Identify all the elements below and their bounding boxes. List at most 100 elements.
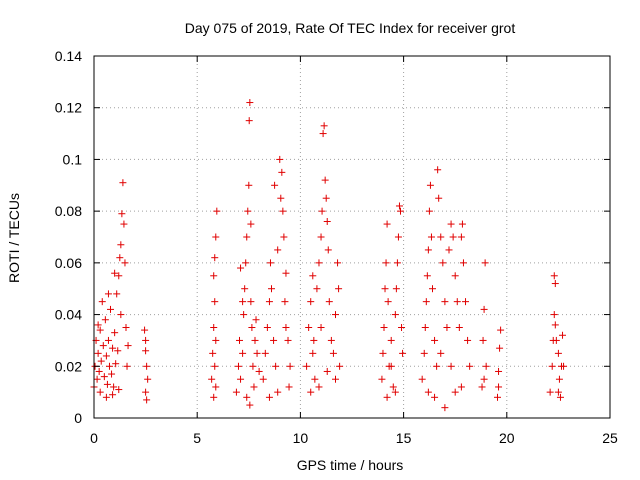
data-point: [313, 285, 321, 293]
data-point: [393, 259, 401, 267]
data-point: [551, 321, 559, 329]
data-point: [494, 393, 502, 401]
data-point: [548, 362, 556, 370]
data-point: [434, 166, 442, 174]
y-tick-label: 0.06: [55, 255, 82, 271]
data-point: [383, 393, 391, 401]
data-point: [105, 362, 113, 370]
data-point: [239, 298, 247, 306]
data-point: [325, 298, 333, 306]
data-point: [560, 362, 568, 370]
data-point: [420, 349, 428, 357]
data-point: [250, 383, 258, 391]
data-point: [96, 388, 104, 396]
data-point: [212, 383, 220, 391]
data-point: [395, 202, 403, 210]
data-point: [451, 272, 459, 280]
data-point: [113, 290, 121, 298]
data-point: [327, 336, 335, 344]
data-point: [209, 349, 217, 357]
data-point: [96, 326, 104, 334]
data-point: [142, 336, 150, 344]
data-point: [496, 344, 504, 352]
data-point: [114, 347, 122, 355]
x-tick-label: 20: [499, 430, 515, 446]
data-point: [329, 349, 337, 357]
data-point: [387, 336, 395, 344]
data-point: [211, 254, 219, 262]
data-point: [398, 324, 406, 331]
data-point: [143, 362, 151, 370]
data-point: [433, 362, 441, 370]
data-point: [115, 386, 123, 394]
data-point: [252, 316, 260, 324]
data-point: [210, 393, 218, 401]
data-point: [334, 259, 342, 267]
data-point: [379, 349, 387, 357]
data-point: [274, 388, 282, 396]
data-point: [212, 233, 220, 241]
data-point: [248, 324, 256, 331]
data-point: [556, 393, 564, 401]
data-point: [331, 375, 339, 383]
data-point: [437, 349, 445, 357]
data-point: [425, 207, 433, 215]
data-point: [246, 401, 254, 409]
data-point: [554, 388, 562, 396]
data-point: [324, 246, 332, 254]
data-point: [315, 259, 323, 267]
data-point: [237, 264, 245, 272]
data-point: [428, 285, 436, 293]
data-point: [422, 298, 430, 306]
data-point: [247, 220, 255, 228]
data-point: [331, 311, 339, 319]
x-tick-label: 10: [293, 430, 309, 446]
data-point: [387, 362, 395, 370]
data-point: [101, 316, 109, 324]
data-point: [495, 383, 503, 391]
data-point: [307, 298, 315, 306]
data-point: [421, 324, 429, 331]
data-point: [242, 259, 250, 267]
data-point: [144, 375, 152, 383]
data-point: [394, 233, 402, 241]
data-point: [280, 233, 288, 241]
y-tick-label: 0: [74, 410, 82, 426]
data-point: [317, 233, 325, 241]
data-point: [453, 298, 461, 306]
y-tick-labels: 0 0.02 0.04 0.06 0.08 0.1 0.12 0.14: [55, 48, 82, 426]
data-point: [457, 383, 465, 391]
data-point: [462, 298, 470, 306]
data-point: [391, 388, 399, 396]
data-point: [117, 311, 125, 319]
data-point: [399, 349, 407, 357]
data-point: [104, 336, 112, 344]
data-point: [277, 194, 285, 202]
data-point: [253, 349, 261, 357]
data-point: [111, 269, 119, 277]
y-tick-label: 0.12: [55, 100, 82, 116]
data-point: [97, 357, 105, 365]
data-point: [109, 391, 117, 399]
data-points: [90, 99, 568, 412]
data-point: [427, 233, 435, 241]
axis-ticks: [93, 55, 611, 419]
data-point: [546, 388, 554, 396]
data-point: [437, 233, 445, 241]
data-point: [439, 259, 447, 267]
data-point: [104, 290, 112, 298]
data-point: [116, 254, 124, 262]
data-point: [211, 362, 219, 370]
data-point: [550, 272, 558, 280]
data-point: [266, 259, 274, 267]
data-point: [123, 362, 131, 370]
data-point: [323, 217, 331, 225]
data-point: [335, 285, 343, 293]
data-point: [497, 326, 505, 334]
data-point: [112, 360, 120, 368]
data-point: [98, 298, 106, 306]
data-point: [555, 375, 563, 383]
data-point: [381, 285, 389, 293]
data-point: [251, 336, 259, 344]
data-point: [447, 362, 455, 370]
